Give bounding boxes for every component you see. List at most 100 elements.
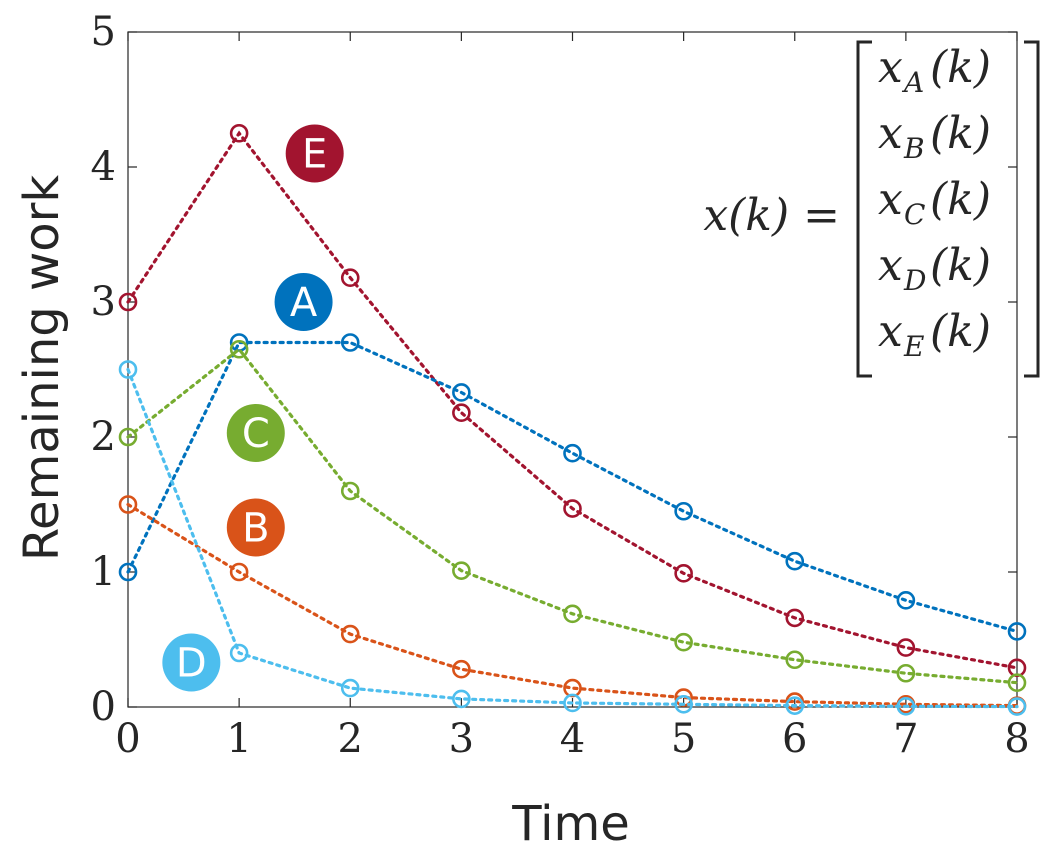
series-layer	[118, 123, 1027, 716]
data-point	[229, 333, 249, 352]
data-point	[563, 499, 582, 518]
data-point	[674, 501, 693, 521]
data-point	[452, 689, 471, 709]
data-point	[785, 650, 805, 670]
data-point	[452, 659, 471, 679]
x-tick-label: 6	[782, 716, 807, 762]
tick-labels: 0 1 2 3 4 5 6 7 8 0 1 2 3 4 5	[91, 9, 1030, 762]
data-point	[340, 333, 360, 352]
x-tick-label: 8	[1004, 716, 1029, 762]
series-d	[118, 360, 1027, 716]
badge-label: A	[290, 280, 318, 326]
series-line	[126, 367, 1019, 709]
x-tick-label: 3	[449, 716, 474, 762]
vector-entry: x D (k)	[878, 240, 991, 297]
badge-circle	[226, 403, 285, 462]
y-tick-label: 2	[91, 414, 116, 460]
vector-entry: x A (k)	[878, 42, 991, 99]
series-label-badges: E A C B D	[162, 124, 344, 692]
left-bracket	[856, 40, 872, 378]
series-line	[126, 346, 1019, 685]
series-c	[118, 339, 1027, 693]
data-point	[563, 693, 582, 713]
data-point	[229, 123, 249, 143]
badge-label: E	[302, 132, 327, 178]
series-a	[118, 333, 1027, 641]
y-axis-label: Remaining work	[14, 175, 70, 562]
data-point	[118, 292, 138, 312]
x-axis-label: Time	[511, 796, 629, 846]
data-point	[340, 481, 360, 501]
data-point	[229, 643, 249, 663]
data-point	[1007, 697, 1027, 716]
vector-entry: x E (k)	[878, 306, 991, 363]
x-tick-label: 4	[560, 716, 585, 762]
data-point	[674, 564, 693, 583]
data-point	[896, 591, 916, 610]
entry-base: x	[878, 42, 903, 93]
data-point	[563, 604, 582, 624]
x-tick-label: 0	[115, 716, 140, 762]
y-tick-label: 4	[91, 144, 116, 190]
data-point	[340, 678, 360, 698]
series-badge-c: C	[226, 403, 285, 462]
entry-base: x	[878, 108, 903, 159]
data-point	[785, 696, 805, 715]
data-point	[118, 360, 138, 379]
series-badge-d: D	[162, 633, 221, 692]
badge-circle	[285, 124, 344, 183]
entry-argument: (k)	[930, 42, 991, 93]
y-tick-label: 3	[91, 279, 116, 325]
badge-circle	[162, 633, 221, 692]
right-bracket	[1024, 40, 1040, 378]
y-tick-label: 5	[91, 9, 116, 55]
data-point	[452, 383, 471, 402]
data-point	[785, 608, 805, 628]
data-point	[118, 562, 138, 582]
data-point	[340, 624, 360, 644]
data-point	[452, 561, 471, 580]
entry-base: x	[878, 174, 903, 225]
entry-argument: (k)	[930, 306, 991, 357]
entry-subscript: C	[904, 198, 925, 231]
badge-label: B	[242, 505, 269, 551]
entry-argument: (k)	[930, 240, 991, 291]
data-point	[674, 694, 693, 714]
data-point	[785, 551, 805, 571]
data-point	[452, 403, 471, 423]
data-point	[896, 663, 916, 683]
entry-argument: (k)	[930, 108, 991, 159]
data-point	[674, 632, 693, 652]
y-tick-label: 0	[91, 684, 116, 730]
vector-entry: x C (k)	[878, 174, 991, 231]
data-point	[896, 697, 916, 716]
series-line	[126, 130, 1019, 670]
entry-base: x	[878, 306, 903, 357]
x-tick-label: 2	[338, 716, 363, 762]
series-badge-b: B	[226, 498, 285, 557]
data-point	[229, 339, 249, 359]
data-point	[229, 562, 249, 582]
entry-subscript: E	[903, 330, 924, 363]
series-e	[118, 123, 1027, 678]
data-point	[118, 495, 138, 514]
x-tick-label: 5	[671, 716, 696, 762]
series-line	[126, 502, 1019, 708]
data-point	[563, 443, 582, 463]
series-badge-a: A	[274, 273, 333, 331]
series-badge-e: E	[285, 124, 344, 183]
data-point	[1007, 622, 1027, 641]
badge-label: C	[242, 411, 270, 457]
badge-label: D	[176, 640, 207, 686]
x-tick-label: 7	[893, 716, 918, 762]
data-point	[1007, 673, 1027, 693]
entry-subscript: D	[903, 264, 926, 297]
equation-lhs: x(k) =	[703, 190, 840, 241]
state-vector-equation: x(k) =x A (k)x B (k)x C (k)x D (k)x E (k)	[703, 40, 1040, 378]
x-tick-label: 1	[226, 716, 251, 762]
data-point	[118, 427, 138, 447]
data-point	[340, 268, 360, 288]
vector-entry: x B (k)	[878, 108, 991, 165]
entry-subscript: B	[903, 132, 925, 165]
